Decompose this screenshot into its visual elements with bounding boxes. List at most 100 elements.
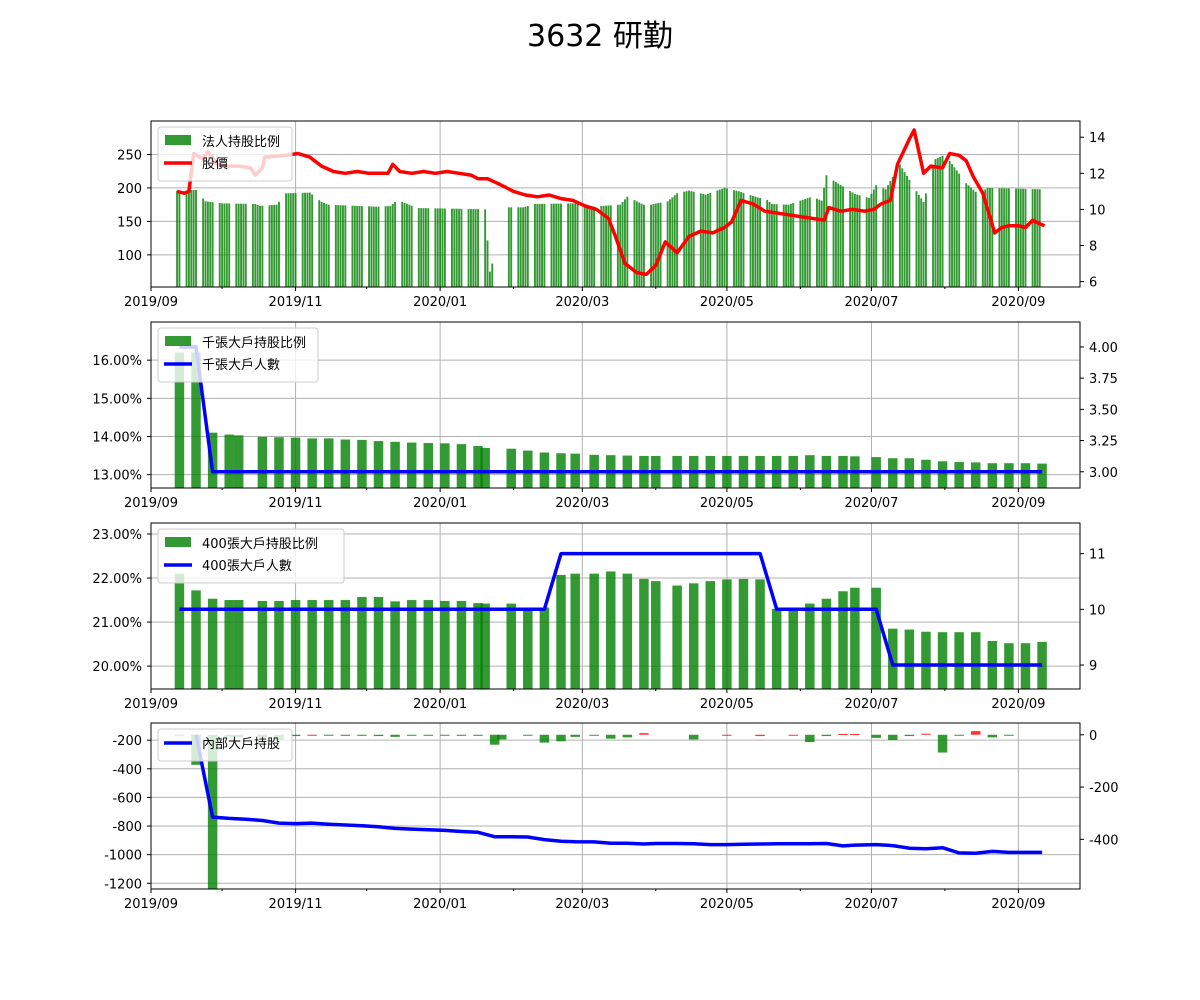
bar xyxy=(621,201,624,287)
bar xyxy=(473,734,483,736)
bar xyxy=(733,190,735,287)
bar xyxy=(605,205,607,287)
bar xyxy=(373,734,384,737)
bar xyxy=(440,600,450,689)
bar xyxy=(998,188,1001,287)
bar xyxy=(427,208,430,287)
bar xyxy=(1037,463,1047,488)
bar xyxy=(356,205,359,287)
bar xyxy=(327,204,330,287)
bar xyxy=(970,731,981,735)
bar xyxy=(974,191,977,287)
bar xyxy=(224,600,234,689)
legend-box xyxy=(157,327,319,383)
y-tick-label-right: 3.50 xyxy=(1089,403,1118,418)
bar xyxy=(768,201,771,287)
bar xyxy=(259,206,261,287)
bar xyxy=(539,734,550,743)
x-tick-label: 2020/07 xyxy=(844,496,898,511)
bar xyxy=(704,194,707,287)
bar xyxy=(353,205,356,287)
bar xyxy=(850,587,860,689)
bar xyxy=(539,607,550,689)
bar xyxy=(782,204,785,287)
bar xyxy=(602,205,605,287)
bar xyxy=(818,199,821,287)
bar xyxy=(434,208,437,287)
legend-bar-swatch xyxy=(165,135,191,145)
bar xyxy=(954,734,964,736)
y-tick-label-right: 3.25 xyxy=(1089,435,1118,450)
bar xyxy=(799,200,802,287)
bar xyxy=(480,447,490,488)
bar xyxy=(832,180,835,287)
bar xyxy=(373,441,384,488)
y-tick-label-left: 23.00% xyxy=(92,528,142,543)
bar xyxy=(606,734,616,739)
bar xyxy=(523,734,533,736)
bar xyxy=(820,200,823,287)
y-tick-label-left: -1200 xyxy=(104,877,142,892)
x-tick-label: 2019/09 xyxy=(124,295,178,310)
bar xyxy=(891,176,894,287)
bar xyxy=(441,208,444,287)
bar xyxy=(308,192,311,287)
bar xyxy=(921,733,931,735)
bar xyxy=(567,203,570,287)
plot-area xyxy=(151,121,1080,287)
legend-label: 千張大戶人數 xyxy=(202,358,280,373)
bar xyxy=(339,205,342,287)
bar xyxy=(390,441,400,488)
bar xyxy=(1004,734,1014,736)
bar xyxy=(294,193,297,287)
bar xyxy=(287,193,290,287)
x-tick-label: 2020/05 xyxy=(700,697,754,712)
bar xyxy=(721,188,724,287)
bar xyxy=(550,203,553,287)
y-tick-label-left: 20.00% xyxy=(92,660,142,675)
bar xyxy=(202,198,205,287)
bar xyxy=(443,208,446,287)
bar xyxy=(533,204,536,287)
bar xyxy=(690,191,693,287)
bar xyxy=(318,200,321,287)
bar xyxy=(304,192,306,287)
bar xyxy=(788,734,798,736)
bar xyxy=(560,203,562,287)
bar xyxy=(955,170,958,287)
bar xyxy=(642,204,645,287)
bar xyxy=(307,600,317,689)
bar xyxy=(1004,643,1014,689)
bar xyxy=(410,205,413,287)
bar xyxy=(178,190,181,287)
y-tick-label-right: -200 xyxy=(1089,781,1119,796)
bar xyxy=(638,202,641,287)
x-tick-label: 2020/09 xyxy=(991,295,1045,310)
bar xyxy=(301,192,304,287)
bar xyxy=(377,206,380,287)
bar xyxy=(536,203,539,287)
x-tick-label: 2020/01 xyxy=(413,295,467,310)
x-tick-label: 2020/07 xyxy=(844,697,898,712)
bar xyxy=(209,201,212,287)
bar xyxy=(176,190,179,287)
bar xyxy=(275,204,278,287)
bar xyxy=(951,164,953,287)
bar xyxy=(853,193,856,287)
bar xyxy=(633,200,636,287)
plot-area xyxy=(151,523,1080,689)
bar xyxy=(875,185,878,287)
bar xyxy=(257,600,268,689)
bar xyxy=(657,203,660,287)
bar xyxy=(622,573,633,689)
bar xyxy=(268,205,271,287)
bar xyxy=(358,205,361,287)
bar xyxy=(357,439,367,488)
bar xyxy=(908,179,911,287)
bar xyxy=(583,205,586,287)
bar xyxy=(921,459,931,488)
bar xyxy=(439,208,442,287)
bar xyxy=(937,632,948,689)
legend-bar-swatch xyxy=(165,537,191,547)
